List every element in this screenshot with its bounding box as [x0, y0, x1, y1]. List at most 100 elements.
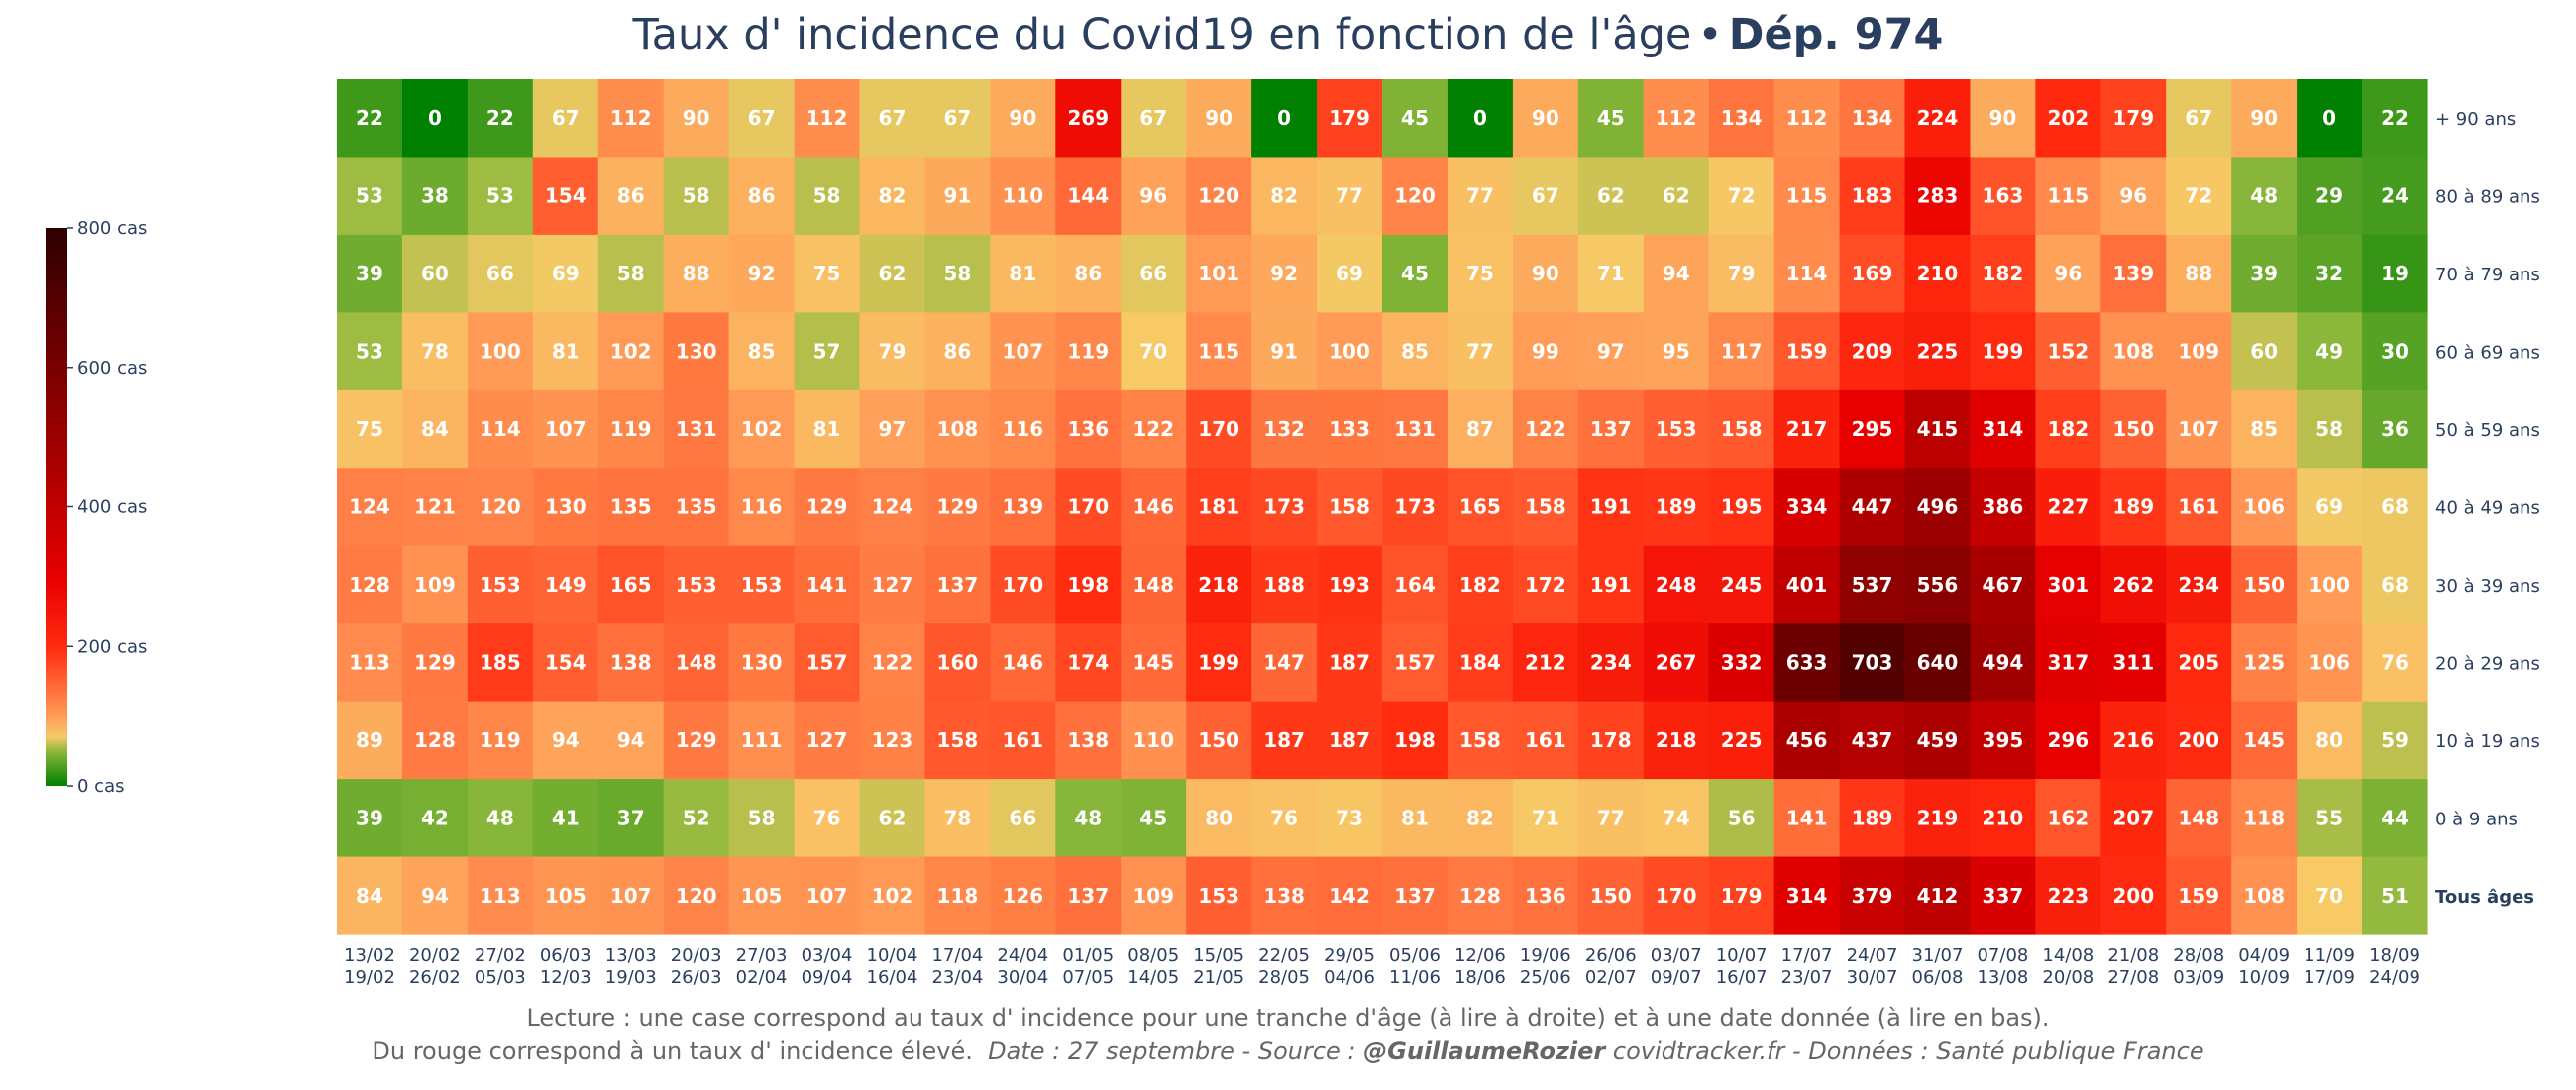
heatmap-cell [1708, 234, 1775, 313]
heatmap-cell [467, 623, 534, 703]
heatmap-cell [794, 545, 861, 624]
heatmap-cell-label: 134 [1852, 106, 1893, 130]
heatmap-cell-label: 212 [1525, 650, 1566, 674]
heatmap-cell-label: 161 [1525, 728, 1566, 752]
x-tick-label: 06/03 [540, 945, 591, 966]
heatmap-cell [2231, 623, 2298, 703]
heatmap-cell-label: 67 [2185, 106, 2212, 130]
heatmap-cell-label: 114 [1786, 262, 1828, 285]
heatmap-cell [1317, 79, 1383, 159]
heatmap-cell-label: 67 [943, 106, 971, 130]
heatmap-cell [794, 312, 861, 391]
heatmap-cell-label: 158 [1721, 417, 1763, 441]
heatmap-cell-label: 55 [2315, 806, 2343, 829]
heatmap-cell [794, 623, 861, 703]
colorbar-tick-label: 600 cas [77, 358, 147, 379]
heatmap-cell [1251, 389, 1318, 469]
heatmap-cell-label: 58 [2315, 417, 2343, 441]
heatmap-cell [2297, 701, 2363, 780]
heatmap-cell [2231, 701, 2298, 780]
heatmap-cell [2035, 389, 2101, 469]
heatmap-cell [1447, 79, 1514, 159]
heatmap-cell [1643, 312, 1710, 391]
heatmap-cell [337, 779, 403, 858]
heatmap-cell-label: 296 [2047, 728, 2089, 752]
heatmap-cell-label: 182 [1983, 262, 2024, 285]
heatmap-cell-label: 154 [545, 650, 587, 674]
heatmap-cell-label: 107 [1002, 340, 1043, 364]
y-tick-label: 30 à 39 ans [2435, 576, 2540, 597]
heatmap-cell-label: 137 [1590, 417, 1632, 441]
heatmap-cell [1773, 779, 1841, 858]
heatmap-cell-label: 96 [2119, 184, 2147, 208]
heatmap-cell-label: 77 [1466, 184, 1494, 208]
heatmap-cell-label: 120 [1394, 184, 1436, 208]
heatmap-cell-label: 121 [414, 495, 456, 519]
chart-title-main: Taux d' incidence du Covid19 en fonction… [632, 10, 1692, 59]
heatmap-cell [2100, 312, 2167, 391]
heatmap-cell [1970, 468, 2036, 547]
heatmap-cell [1186, 545, 1252, 624]
heatmap-cell [401, 312, 469, 391]
heatmap-cell-label: 79 [1728, 262, 1756, 285]
heatmap-cell-label: 86 [1074, 262, 1102, 285]
heatmap-cell [401, 79, 469, 159]
x-tick-label: 24/04 [997, 945, 1048, 966]
heatmap-cell-label: 62 [879, 806, 907, 829]
heatmap-cell [2362, 545, 2428, 624]
x-tick-label: 30/04 [997, 967, 1048, 988]
heatmap-cell [859, 312, 926, 391]
heatmap-cell-label: 224 [1917, 106, 1959, 130]
heatmap-cell [1577, 312, 1645, 391]
heatmap-cell-label: 494 [1983, 650, 2024, 674]
heatmap-cell [1447, 701, 1514, 780]
x-tick-label: 16/07 [1716, 967, 1768, 988]
heatmap-cell-label: 90 [2250, 106, 2278, 130]
x-tick-label: 26/02 [409, 967, 461, 988]
heatmap-cell-label: 205 [2178, 650, 2219, 674]
heatmap-cell-label: 92 [748, 262, 776, 285]
heatmap-cell [1970, 234, 2036, 313]
heatmap-cell [990, 389, 1056, 469]
heatmap-cell-label: 153 [741, 573, 783, 597]
heatmap-cell-label: 217 [1786, 417, 1828, 441]
heatmap-cell-label: 158 [937, 728, 979, 752]
heatmap-cell-label: 79 [879, 340, 907, 364]
heatmap-cell [337, 234, 403, 313]
x-tick-label: 23/04 [931, 967, 983, 988]
heatmap-cell [2035, 701, 2101, 780]
heatmap-cell-label: 67 [879, 106, 907, 130]
heatmap-cell [2362, 389, 2428, 469]
heatmap-cell-label: 58 [943, 262, 971, 285]
heatmap-cell [1186, 389, 1252, 469]
heatmap-cell-label: 107 [2178, 417, 2219, 441]
heatmap-cell [532, 234, 599, 313]
heatmap-cell-label: 32 [2315, 262, 2343, 285]
heatmap-cell [532, 623, 599, 703]
heatmap-cell [1382, 545, 1449, 624]
heatmap-cell-label: 459 [1917, 728, 1959, 752]
heatmap-cell [1512, 779, 1579, 858]
heatmap-cell-label: 123 [872, 728, 913, 752]
heatmap-cell-label: 185 [480, 650, 521, 674]
heatmap-cell-label: 53 [486, 184, 514, 208]
heatmap-cell-label: 42 [421, 806, 449, 829]
heatmap-cell [1904, 389, 1972, 469]
heatmap-cell [1447, 856, 1514, 935]
heatmap-cell [1643, 468, 1710, 547]
y-tick-label: 60 à 69 ans [2435, 343, 2540, 364]
heatmap-cell [924, 701, 991, 780]
heatmap-cell [2035, 312, 2101, 391]
heatmap-cell-label: 116 [741, 495, 783, 519]
heatmap-cell-label: 106 [2308, 650, 2350, 674]
heatmap-cell-label: 198 [1394, 728, 1436, 752]
heatmap-cell [2231, 389, 2298, 469]
heatmap-cell [2297, 389, 2363, 469]
x-tick-label: 27/02 [475, 945, 526, 966]
heatmap-cell [597, 389, 665, 469]
heatmap-cell [1708, 701, 1775, 780]
x-tick-label: 30/07 [1847, 967, 1898, 988]
heatmap-cell-label: 100 [2308, 573, 2350, 597]
heatmap-cell [1904, 779, 1972, 858]
heatmap-cell [990, 468, 1056, 547]
